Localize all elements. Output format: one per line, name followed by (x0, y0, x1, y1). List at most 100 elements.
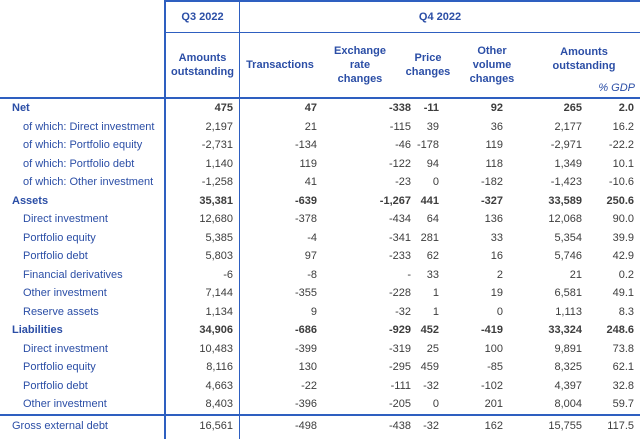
value-cell: 92 (490, 102, 503, 115)
value-cell: -1,267 (379, 194, 411, 207)
value-cell: 21 (304, 120, 317, 133)
value-cell: -115 (389, 120, 411, 133)
value-cell: -438 (388, 420, 411, 432)
value-cell: 4,663 (166, 376, 240, 395)
table-row: Financial derivatives -6 -8 - 33 2 21 0.2 (0, 265, 640, 284)
value-cell: -396 (294, 398, 317, 411)
value-cell: 15,755 (548, 420, 582, 432)
value-cell: -686 (294, 324, 317, 337)
value-cell: -11 (423, 102, 439, 115)
value-cell: 33,589 (548, 194, 582, 207)
table-row: Portfolio debt 5,803 97 -233 62 16 5,746 42.9 (0, 247, 640, 266)
table-row: Net 475 47 -338 -11 92 265 2.0 (0, 99, 640, 118)
value-cell: -498 (294, 420, 317, 432)
value-cell: 5,746 (554, 250, 582, 263)
row-label: Other investment (0, 284, 166, 303)
value-cell: 1,113 (555, 305, 582, 318)
row-label: Financial derivatives (0, 265, 166, 284)
value-cell: 5,803 (166, 247, 240, 266)
value-cell: -46 (395, 139, 411, 152)
value-cell: -205 (388, 398, 411, 411)
value-cell: -32 (395, 305, 411, 318)
q3-period-label: Q3 2022 (181, 11, 224, 23)
value-cell: -1,258 (166, 173, 240, 192)
value-cell: 39.9 (612, 231, 634, 244)
value-cell: 0 (432, 176, 439, 189)
value-cell: 117.5 (607, 420, 634, 432)
label-column-spacer (0, 33, 166, 97)
header-label: Price changes (405, 51, 451, 78)
value-cell: 33 (490, 231, 503, 244)
value-cell: 248.6 (606, 324, 634, 337)
column-header-q4-amounts-outstanding: Amounts outstanding % GDP (528, 33, 640, 97)
value-cell: 8.3 (618, 305, 634, 318)
value-cell: -102 (480, 379, 503, 392)
value-cell: 9 (310, 305, 317, 318)
value-cell: - (407, 268, 411, 281)
table-row: Assets 35,381 -639 -1,267 441 -327 33,589 250.6 (0, 191, 640, 210)
value-cell: -327 (480, 194, 503, 207)
value-cell: -178 (416, 139, 439, 152)
value-cell: 8,004 (554, 398, 582, 411)
value-cell: 41 (304, 176, 317, 189)
column-header-exchange-rate-changes: Exchange rate changes (320, 33, 400, 97)
value-cell: 1 (432, 287, 439, 300)
value-cell: 10,483 (166, 339, 240, 358)
table-row: Other investment 8,403 -396 -205 0 201 8,004 59… (0, 395, 640, 414)
value-cell: 265 (563, 102, 582, 115)
column-header-price-changes: Price changes (400, 33, 456, 97)
period-header-row: Q3 2022 Q4 2022 (0, 0, 640, 33)
value-cell: 90.0 (612, 213, 634, 226)
value-cell: 0 (432, 398, 439, 411)
row-label: Net (0, 99, 166, 118)
header-label: Amounts outstanding (171, 51, 234, 78)
value-cell: -23 (395, 176, 411, 189)
row-label: Other investment (0, 395, 166, 414)
value-cell: 1,349 (554, 157, 582, 170)
header-label: Other volume changes (469, 44, 515, 86)
q4-period-header: Q4 2022 (240, 0, 640, 33)
footer-row: Gross external debt 16,561 -498 -438 -32 162 1… (0, 413, 640, 437)
header-label: Amounts outstanding (552, 45, 616, 72)
row-label: of which: Portfolio equity (0, 136, 166, 155)
value-cell: -338 (388, 102, 411, 115)
tail-label-segment (0, 436, 166, 439)
row-label: Portfolio equity (0, 228, 166, 247)
value-cell: -10.6 (608, 176, 634, 189)
value-cell: -111 (390, 379, 411, 392)
value-cell: 0 (496, 305, 503, 318)
row-label: Direct investment (0, 210, 166, 229)
value-cell: 8,116 (166, 358, 240, 377)
value-cell: -639 (294, 194, 317, 207)
row-label: Gross external debt (0, 415, 166, 437)
value-cell: 100 (484, 342, 503, 355)
value-cell: 16 (490, 250, 503, 263)
value-cell: -295 (388, 361, 411, 374)
value-cell: 5,354 (554, 231, 582, 244)
value-cell: 136 (484, 213, 503, 226)
row-label: Portfolio debt (0, 247, 166, 266)
value-cell: 62.1 (612, 361, 634, 374)
value-cell: 119 (299, 157, 317, 170)
value-cell: -122 (388, 157, 411, 170)
value-cell: 0.2 (618, 268, 634, 281)
table-row: of which: Portfolio equity -2,731 -134 -46-… (0, 136, 640, 155)
value-cell: 5,385 (166, 228, 240, 247)
value-cell: 162 (484, 420, 503, 432)
value-cell: 34,906 (166, 321, 240, 340)
q4-period-label: Q4 2022 (418, 11, 462, 23)
value-cell: 475 (166, 99, 240, 118)
row-label: of which: Direct investment (0, 117, 166, 136)
table-row: Portfolio equity 5,385 -4 -341 281 33 5,354 39.… (0, 228, 640, 247)
value-cell: -228 (388, 287, 411, 300)
value-cell: -22 (301, 379, 317, 392)
value-cell: 36 (490, 120, 503, 133)
value-cell: 64 (426, 213, 439, 226)
value-cell: 49.1 (612, 287, 634, 300)
column-header-q3-amounts-outstanding: Amounts outstanding (166, 33, 240, 97)
row-label: Direct investment (0, 339, 166, 358)
value-cell: 39 (426, 120, 439, 133)
value-cell: 452 (420, 324, 439, 337)
